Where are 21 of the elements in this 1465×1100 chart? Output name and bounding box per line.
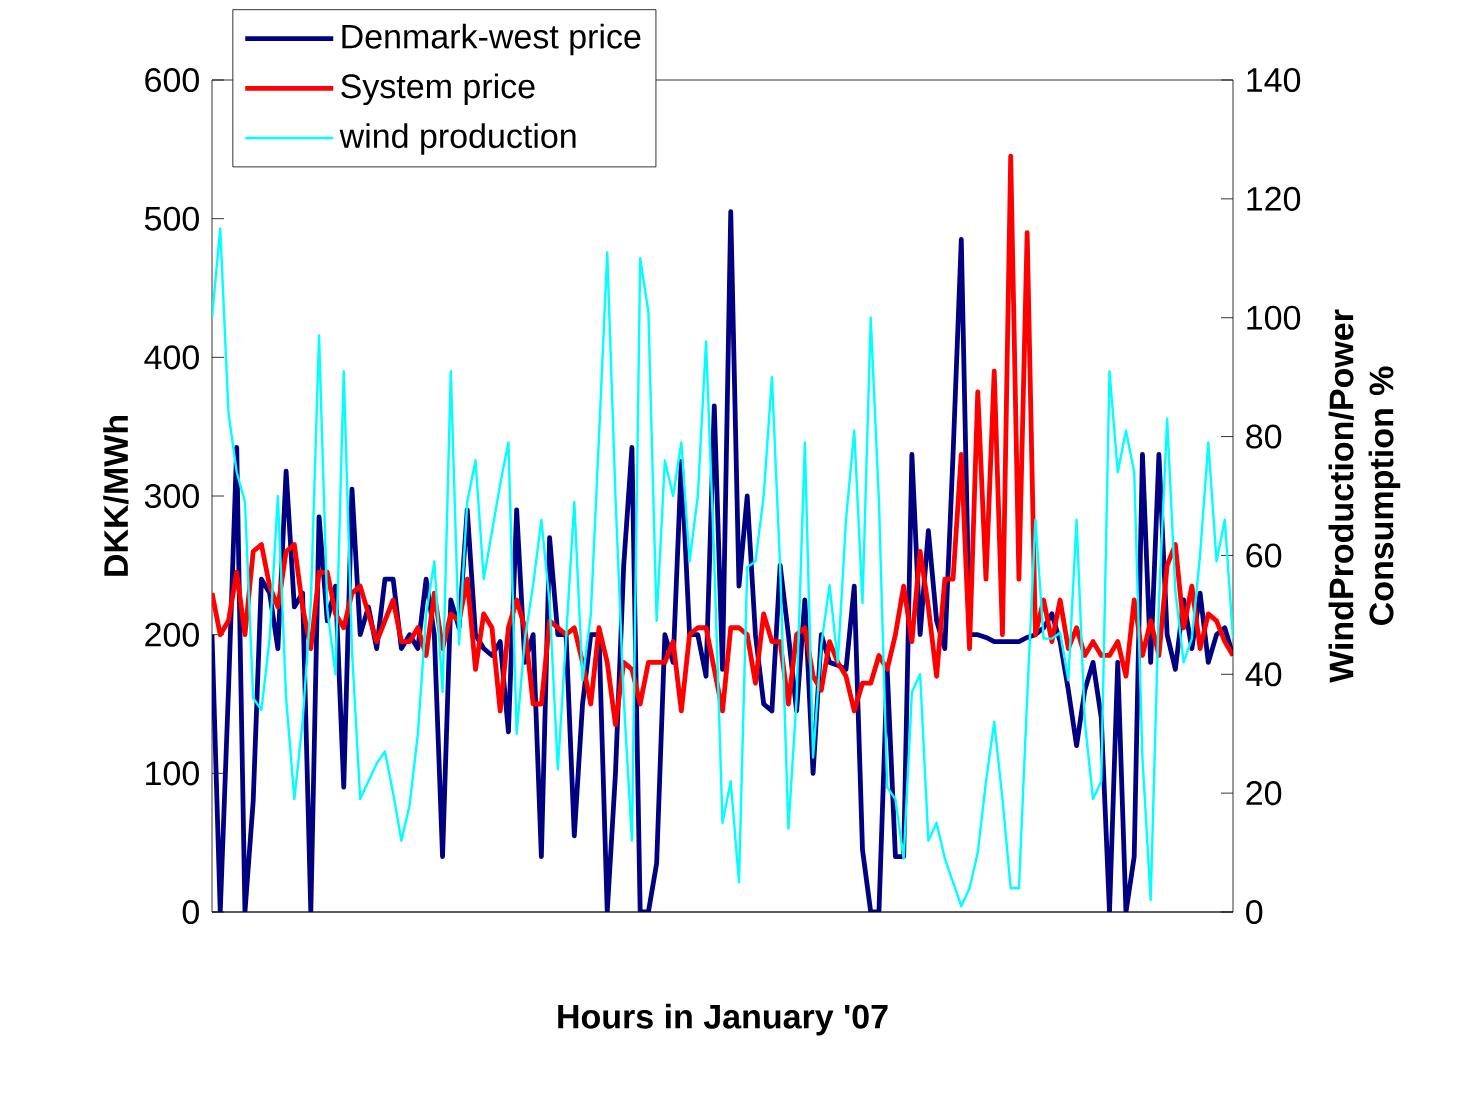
legend-label: wind production — [339, 123, 576, 155]
y2-tick-label: 140 — [1247, 67, 1301, 93]
y2-tick-label: 40 — [1245, 662, 1282, 687]
y-tick-label: 400 — [144, 345, 199, 370]
y-tick-label: 500 — [144, 206, 199, 231]
y-tick-label: 0 — [182, 899, 199, 925]
y-axis-title: DKK/MWh — [103, 415, 129, 576]
y2-tick-label: 0 — [1246, 899, 1263, 925]
y2-tick-label: 20 — [1246, 781, 1282, 806]
legend-label: System price — [341, 73, 535, 106]
y2-tick-label: 60 — [1246, 543, 1282, 568]
y-tick-label: 300 — [144, 483, 199, 509]
y-tick-label: 600 — [145, 67, 199, 93]
y2-tick-label: 120 — [1247, 186, 1301, 211]
y2-tick-label: 80 — [1246, 424, 1282, 449]
legend-label: Denmark-west price — [342, 23, 641, 56]
y-tick-label: 200 — [145, 622, 199, 647]
x-axis-title: Hours in January '07 — [558, 1003, 888, 1036]
y2-tick-label: 100 — [1247, 305, 1301, 330]
y-tick-label: 100 — [146, 761, 199, 786]
y2-axis-title: WindProduction/Power Consumption % — [1328, 309, 1401, 683]
